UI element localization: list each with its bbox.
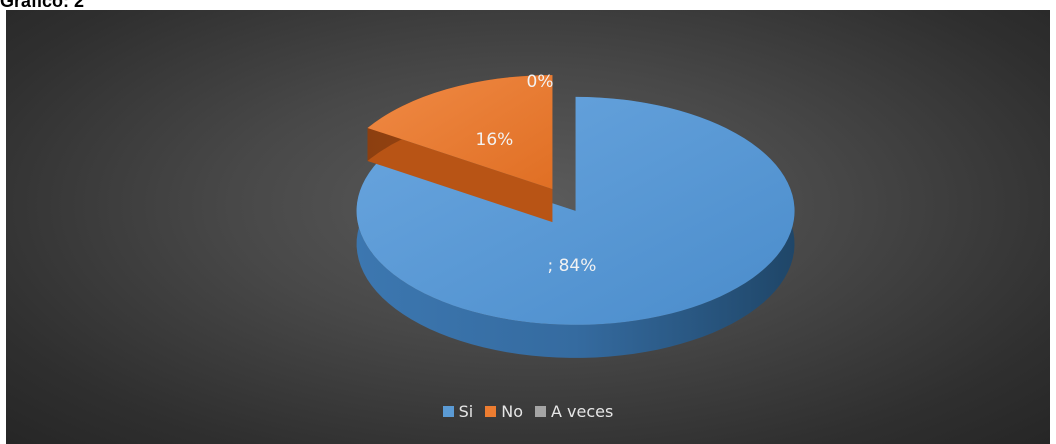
legend-swatch-no bbox=[485, 406, 496, 417]
legend-item-a-veces: A veces bbox=[535, 402, 613, 421]
data-label-a-veces: 0% bbox=[527, 72, 554, 92]
legend-label-a-veces: A veces bbox=[551, 402, 613, 421]
pie-chart: ; 84% 16% 0% bbox=[6, 10, 1050, 444]
legend-swatch-a-veces bbox=[535, 406, 546, 417]
chart-area: ; 84% 16% 0% Si No A veces bbox=[6, 10, 1050, 444]
legend-item-no: No bbox=[485, 402, 523, 421]
legend-label-si: Si bbox=[459, 402, 474, 421]
pie-slices bbox=[357, 75, 795, 358]
data-label-si: ; 84% bbox=[547, 256, 596, 276]
legend-item-si: Si bbox=[443, 402, 474, 421]
chart-legend: Si No A veces bbox=[6, 402, 1050, 421]
legend-swatch-si bbox=[443, 406, 454, 417]
legend-label-no: No bbox=[501, 402, 523, 421]
data-label-no: 16% bbox=[476, 130, 514, 150]
